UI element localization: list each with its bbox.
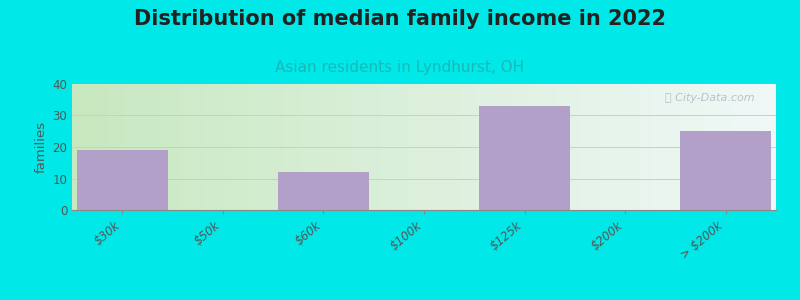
Text: Distribution of median family income in 2022: Distribution of median family income in … xyxy=(134,9,666,29)
Bar xyxy=(77,150,167,210)
Bar xyxy=(479,106,570,210)
Y-axis label: families: families xyxy=(35,121,48,173)
Text: Asian residents in Lyndhurst, OH: Asian residents in Lyndhurst, OH xyxy=(275,60,525,75)
Bar xyxy=(681,131,771,210)
Text: ⓘ City-Data.com: ⓘ City-Data.com xyxy=(666,93,755,103)
Bar xyxy=(278,172,369,210)
